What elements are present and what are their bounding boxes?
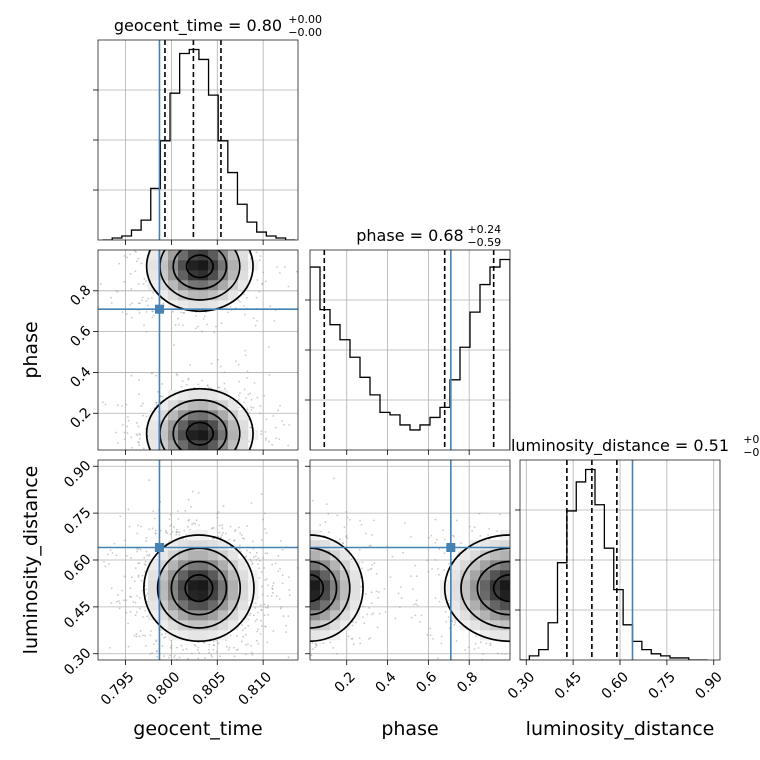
x-tick-label: 0.30 [505, 669, 538, 702]
y-tick-label: 0.4 [67, 364, 94, 391]
contour-line [460, 547, 510, 629]
density-cells [310, 530, 510, 641]
contour-line [143, 534, 255, 643]
x-tick-label: 0.6 [413, 669, 440, 696]
x-tick-label: 0.60 [599, 669, 632, 702]
x-tick-label: 0.805 [190, 669, 230, 709]
scatter-panel-geocent_time-luminosity_distance [93, 459, 299, 665]
y-axis-label-phase: phase [20, 321, 42, 378]
x-tick-label: 0.810 [235, 669, 275, 709]
x-tick-label: 0.45 [552, 669, 585, 702]
title-err-minus: −0.59 [467, 236, 501, 249]
x-tick-label: 0.800 [144, 669, 184, 709]
contour-line [310, 573, 325, 603]
scatter-panel-geocent_time-phase [93, 249, 299, 455]
x-axis-label-geocent_time: geocent_time [133, 718, 262, 740]
density-cells [148, 250, 259, 450]
hist-panel-phase [305, 249, 511, 455]
title-err-minus: −0.08 [743, 446, 760, 459]
title-geocent_time: geocent_time = 0.80 [114, 16, 282, 36]
x-axis-label-luminosity_distance: luminosity_distance [526, 718, 715, 740]
y-axis-label-luminosity_distance: luminosity_distance [20, 466, 42, 655]
x-axis-label-phase: phase [381, 718, 438, 740]
contour-line [145, 250, 254, 313]
y-tick-label: 0.60 [61, 552, 94, 585]
title-err-plus: +0.24 [467, 223, 501, 236]
contour-line [443, 534, 510, 643]
y-tick-label: 0.90 [61, 458, 94, 491]
x-tick-label: 0.8 [454, 669, 481, 696]
contour-line [172, 410, 228, 450]
y-tick-label: 0.75 [61, 505, 94, 538]
x-tick-label: 0.90 [692, 669, 725, 702]
panel-frame [97, 249, 299, 451]
title-err-plus: +0.00 [288, 13, 322, 26]
contour-line [170, 560, 228, 616]
y-tick-label: 0.30 [61, 645, 94, 678]
hist-panel-geocent_time [93, 39, 299, 245]
title-luminosity_distance: luminosity_distance = 0.51 [511, 436, 729, 456]
title-err-plus: +0.08 [743, 433, 760, 446]
y-tick-label: 0.6 [67, 323, 94, 350]
title-err-minus: −0.00 [288, 26, 322, 39]
histogram-geocent_time [102, 48, 296, 240]
contour-line [310, 547, 351, 629]
y-tick-label: 0.8 [67, 282, 94, 309]
histogram-phase [310, 258, 510, 450]
contour-line [172, 250, 228, 290]
scatter-panel-phase-luminosity_distance [305, 459, 511, 665]
contour-line [145, 387, 254, 450]
contour-line [184, 573, 214, 603]
title-phase: phase = 0.68 [356, 226, 463, 245]
hist-panel-luminosity_distance [515, 459, 721, 665]
x-tick-label: 0.4 [373, 669, 400, 696]
x-tick-label: 0.75 [646, 669, 679, 702]
truth-marker [154, 304, 164, 314]
contour-line [185, 421, 214, 446]
contour-line [185, 254, 214, 279]
x-tick-label: 0.795 [98, 669, 138, 709]
truth-marker [446, 543, 456, 552]
truth-marker [154, 543, 164, 552]
x-tick-label: 0.2 [332, 669, 359, 696]
y-tick-label: 0.45 [61, 598, 94, 631]
y-tick-label: 0.2 [67, 405, 94, 432]
histogram-luminosity_distance [520, 468, 708, 660]
